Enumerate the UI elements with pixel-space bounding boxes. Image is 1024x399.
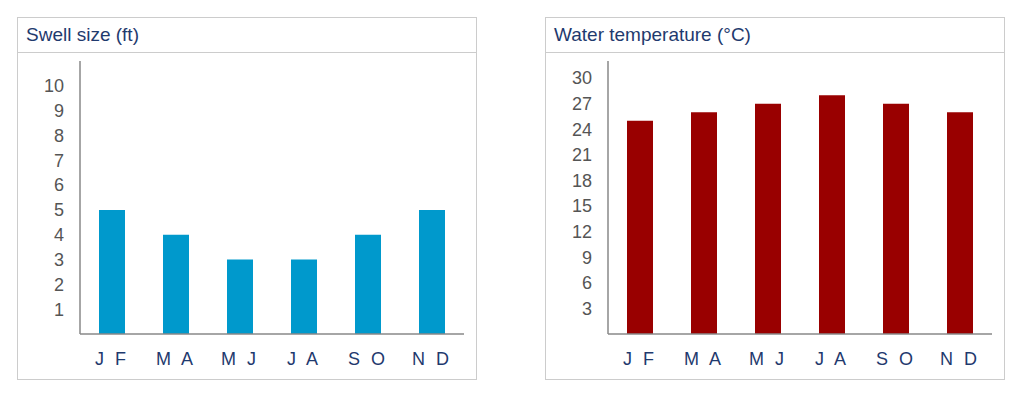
html-text:Swell size (ft): Swell size (ft) xyxy=(26,24,139,45)
svg-text:27: 27 xyxy=(572,94,592,114)
svg-text:J F: J F xyxy=(95,349,129,369)
svg-text:9: 9 xyxy=(582,248,592,268)
svg-text:5: 5 xyxy=(54,200,64,220)
svg-text:9: 9 xyxy=(54,101,64,121)
svg-text:N D: N D xyxy=(412,349,452,369)
svg-text:S O: S O xyxy=(876,349,916,369)
svg-text:7: 7 xyxy=(54,151,64,171)
svg-text:N D: N D xyxy=(940,349,980,369)
svg-text:30: 30 xyxy=(572,68,592,88)
svg-text:M J: M J xyxy=(749,349,787,369)
svg-text:10: 10 xyxy=(44,76,64,96)
svg-text:M A: M A xyxy=(156,349,196,369)
svg-text:3: 3 xyxy=(582,299,592,319)
svg-text:M A: M A xyxy=(684,349,724,369)
svg-text:6: 6 xyxy=(54,175,64,195)
svg-text:J A: J A xyxy=(815,349,849,369)
svg-text:15: 15 xyxy=(572,196,592,216)
svg-text:8: 8 xyxy=(54,126,64,146)
svg-text:21: 21 xyxy=(572,145,592,165)
svg-text:J A: J A xyxy=(287,349,321,369)
html-text:Water temperature (°C): Water temperature (°C) xyxy=(554,24,751,45)
svg-text:S O: S O xyxy=(348,349,388,369)
svg-text:J F: J F xyxy=(623,349,657,369)
svg-text:4: 4 xyxy=(54,225,64,245)
svg-text:1: 1 xyxy=(54,300,64,320)
svg-text:24: 24 xyxy=(572,120,592,140)
svg-text:3: 3 xyxy=(54,250,64,270)
svg-text:18: 18 xyxy=(572,171,592,191)
svg-text:12: 12 xyxy=(572,222,592,242)
svg-text:6: 6 xyxy=(582,273,592,293)
svg-text:2: 2 xyxy=(54,275,64,295)
svg-text:M J: M J xyxy=(221,349,259,369)
